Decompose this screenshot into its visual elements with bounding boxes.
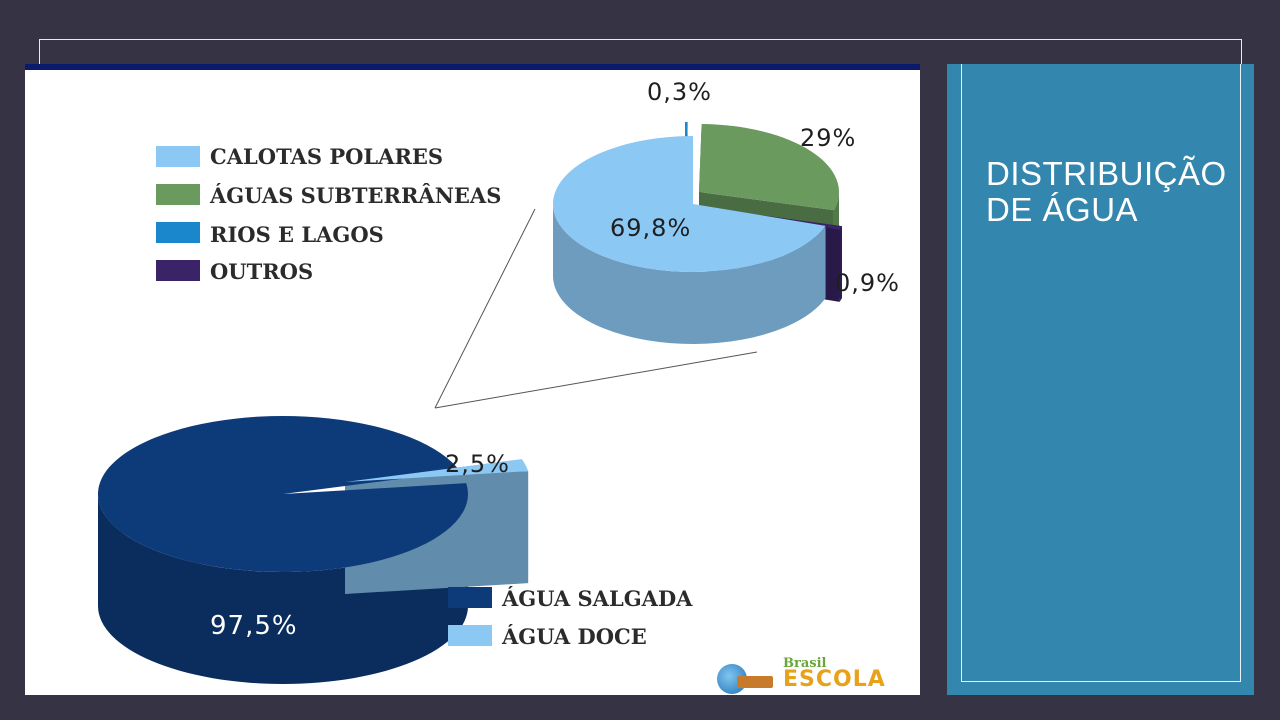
data-label-rios-e-lagos: 0,3% (647, 78, 712, 106)
legend-swatch-aguas-subterraneas (156, 184, 200, 205)
logo-text-brasil: Brasil (783, 656, 827, 671)
legend-label-calotas-polares: CALOTAS POLARES (210, 144, 443, 169)
data-label-agua-salgada: 97,5% (210, 611, 298, 641)
legend-swatch-agua-doce (448, 625, 492, 646)
chart-panel: 97,5% 2,5% 69,8% 29% 0,3% 0,9% CALOTAS POLARES… (25, 64, 920, 695)
slice-agua-salgada-side (98, 494, 468, 684)
slice-calotas-polares-side (553, 204, 826, 344)
slide-frame-left-edge (39, 39, 40, 65)
legend-swatch-agua-salgada (448, 587, 492, 608)
small-pie (553, 122, 842, 344)
data-label-agua-doce: 2,5% (445, 450, 510, 478)
legend-label-outros: OUTROS (210, 259, 313, 284)
logo-text-escola: ESCOLA (783, 667, 886, 692)
slice-outros-side (839, 226, 842, 302)
chart-top-bar (25, 64, 920, 70)
legend-swatch-rios-e-lagos (156, 222, 200, 243)
slice-agua-doce-top (345, 459, 529, 482)
slide-title: DISTRIBUIÇÃO DE ÁGUA (986, 155, 1227, 228)
slice-calotas-polares-top (553, 136, 826, 272)
legend-label-agua-doce: ÁGUA DOCE (501, 624, 647, 649)
data-label-outros: 0,9% (835, 269, 900, 297)
slide-frame-top-line (40, 39, 1241, 40)
data-label-calotas-polares: 69,8% (610, 214, 691, 242)
legend-label-aguas-subterraneas: ÁGUAS SUBTERRÂNEAS (209, 183, 501, 208)
brasil-escola-logo: Brasil ESCOLA (717, 656, 897, 695)
water-distribution-chart: 97,5% 2,5% 69,8% 29% 0,3% 0,9% CALOTAS POLARES… (97, 78, 900, 684)
data-label-aguas-subterraneas: 29% (800, 124, 856, 152)
title-panel-border (961, 64, 1241, 682)
slice-agua-salgada-top (97, 415, 468, 572)
connector-line-upper (434, 208, 536, 409)
legend-label-rios-e-lagos: RIOS E LAGOS (210, 222, 384, 247)
connector-line-lower (434, 351, 758, 409)
slide-frame-right-edge (1241, 39, 1242, 65)
big-pie (97, 415, 529, 684)
legend-swatch-calotas-polares (156, 146, 200, 167)
book-icon (737, 676, 773, 688)
legend-swatch-outros (156, 260, 200, 281)
slice-aguas-subterraneas-top (699, 124, 839, 211)
legend-label-agua-salgada: ÁGUA SALGADA (501, 586, 693, 611)
title-panel: DISTRIBUIÇÃO DE ÁGUA (947, 64, 1254, 695)
